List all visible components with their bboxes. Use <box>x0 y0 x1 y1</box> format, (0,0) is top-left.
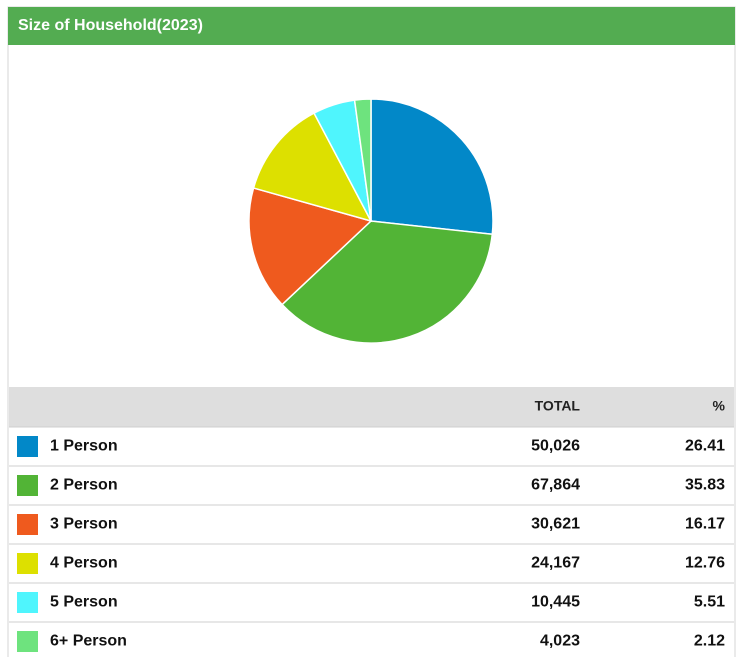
legend-swatch <box>17 436 38 457</box>
pie-slice <box>353 98 372 222</box>
legend-swatch <box>17 514 38 535</box>
percent-cell: 12.76 <box>685 555 725 572</box>
pie-slice <box>252 112 373 223</box>
row-label: 5 Person <box>50 594 118 611</box>
row-label: 1 Person <box>50 438 118 455</box>
legend-swatch <box>17 475 38 496</box>
percent-cell: 16.17 <box>685 516 725 533</box>
row-label: 4 Person <box>50 555 118 572</box>
percent-cell: 26.41 <box>685 438 725 455</box>
table-header <box>9 387 734 427</box>
percent-cell: 5.51 <box>694 594 725 611</box>
pie-slice <box>281 220 494 344</box>
percent-cell: 35.83 <box>685 477 725 494</box>
percent-cell: 2.12 <box>694 633 725 650</box>
column-header: % <box>713 398 726 414</box>
total-cell: 4,023 <box>540 633 580 650</box>
column-header: TOTAL <box>535 398 581 414</box>
legend-swatch <box>17 553 38 574</box>
total-cell: 30,621 <box>531 516 580 533</box>
total-cell: 50,026 <box>531 438 580 455</box>
pie-slice <box>248 187 373 306</box>
total-cell: 67,864 <box>531 477 580 494</box>
chart-title: Size of Household(2023) <box>18 17 203 34</box>
header-bar <box>8 7 735 45</box>
row-label: 2 Person <box>50 477 118 494</box>
total-cell: 10,445 <box>531 594 580 611</box>
row-label: 6+ Person <box>50 633 127 650</box>
total-cell: 24,167 <box>531 555 580 572</box>
row-label: 3 Person <box>50 516 118 533</box>
legend-swatch <box>17 592 38 613</box>
pie-slice <box>370 98 494 236</box>
legend-swatch <box>17 631 38 652</box>
